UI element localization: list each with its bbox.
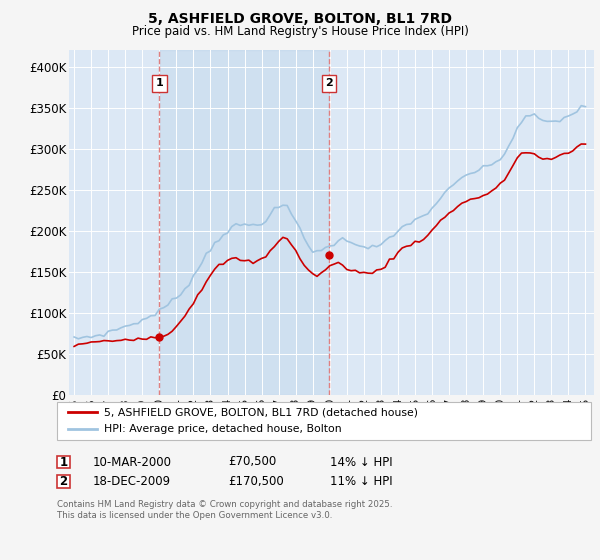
Text: £170,500: £170,500 (228, 475, 284, 488)
Text: HPI: Average price, detached house, Bolton: HPI: Average price, detached house, Bolt… (104, 424, 341, 434)
Text: 1: 1 (155, 78, 163, 88)
Bar (160, 50, 329, 395)
Text: 2: 2 (325, 78, 333, 88)
Text: 2: 2 (59, 475, 68, 488)
Text: 11% ↓ HPI: 11% ↓ HPI (330, 475, 392, 488)
Text: 18-DEC-2009: 18-DEC-2009 (93, 475, 171, 488)
Text: 1: 1 (59, 455, 68, 469)
Text: £70,500: £70,500 (228, 455, 276, 469)
Text: 5, ASHFIELD GROVE, BOLTON, BL1 7RD: 5, ASHFIELD GROVE, BOLTON, BL1 7RD (148, 12, 452, 26)
Text: 14% ↓ HPI: 14% ↓ HPI (330, 455, 392, 469)
Text: 5, ASHFIELD GROVE, BOLTON, BL1 7RD (detached house): 5, ASHFIELD GROVE, BOLTON, BL1 7RD (deta… (104, 407, 418, 417)
Text: 10-MAR-2000: 10-MAR-2000 (93, 455, 172, 469)
Text: Price paid vs. HM Land Registry's House Price Index (HPI): Price paid vs. HM Land Registry's House … (131, 25, 469, 38)
Text: Contains HM Land Registry data © Crown copyright and database right 2025.
This d: Contains HM Land Registry data © Crown c… (57, 500, 392, 520)
